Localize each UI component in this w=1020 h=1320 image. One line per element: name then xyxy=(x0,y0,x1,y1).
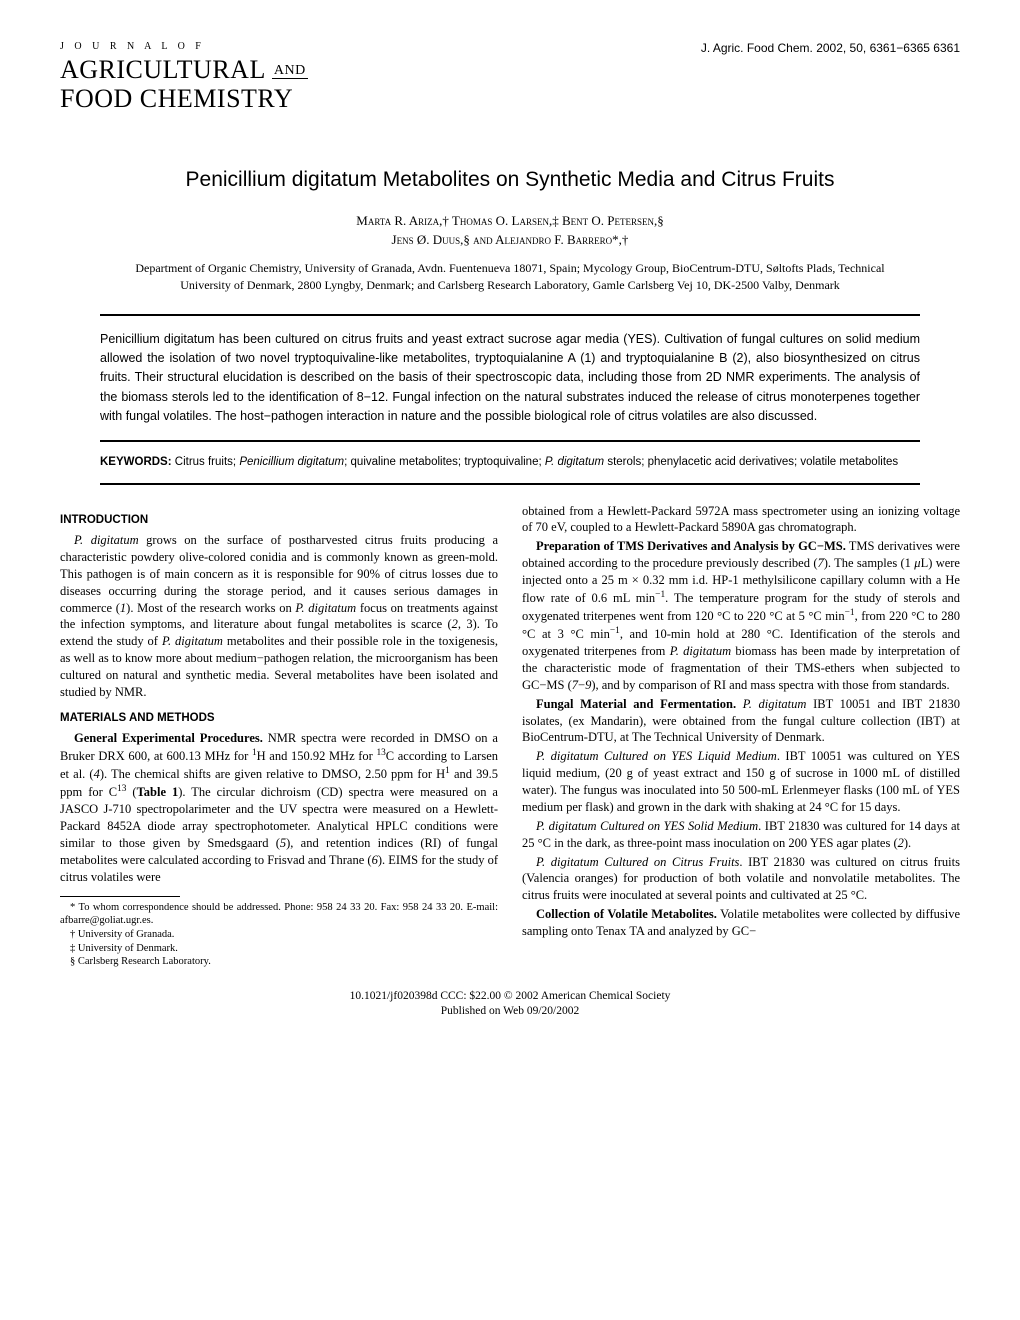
intro-paragraph: P. digitatum grows on the surface of pos… xyxy=(60,532,498,701)
yes-solid-paragraph: P. digitatum Cultured on YES Solid Mediu… xyxy=(522,818,960,852)
footnote-3: § Carlsberg Research Laboratory. xyxy=(60,955,498,969)
volatile-paragraph: Collection of Volatile Metabolites. Vola… xyxy=(522,906,960,940)
mm-general-text: NMR spectra were recorded in DMSO on a B… xyxy=(60,731,498,883)
footer-line-2: Published on Web 09/20/2002 xyxy=(441,1005,579,1017)
general-runin: General Experimental Procedures. xyxy=(74,731,263,745)
footnote-corr: * To whom correspondence should be addre… xyxy=(60,901,498,928)
footnote-2: ‡ University of Denmark. xyxy=(60,942,498,956)
keywords-value: Citrus fruits; Penicillium digitatum; qu… xyxy=(175,456,898,468)
paper-title: Penicillium digitatum Metabolites on Syn… xyxy=(120,166,900,193)
abstract-text: Penicillium digitatum has been cultured … xyxy=(100,330,920,427)
yes-liquid-paragraph: P. digitatum Cultured on YES Liquid Medi… xyxy=(522,748,960,816)
volatile-runin: Collection of Volatile Metabolites. xyxy=(536,907,717,921)
brand-line-3: FOOD CHEMISTRY xyxy=(60,81,308,116)
authors-line-2: Jens Ø. Duus,§ and Alejandro F. Barrero*… xyxy=(392,232,629,247)
journal-brand: J O U R N A L O F AGRICULTURAL AND FOOD … xyxy=(60,40,308,116)
footnotes: * To whom correspondence should be addre… xyxy=(60,901,498,969)
mm-general-paragraph: General Experimental Procedures. NMR spe… xyxy=(60,730,498,885)
authors: Marta R. Ariza,† Thomas O. Larsen,‡ Bent… xyxy=(120,211,900,250)
col2-continuation: obtained from a Hewlett-Packard 5972A ma… xyxy=(522,503,960,537)
abstract-block: Penicillium digitatum has been cultured … xyxy=(100,314,920,443)
tms-paragraph: Preparation of TMS Derivatives and Analy… xyxy=(522,538,960,693)
brand-agricultural: AGRICULTURAL xyxy=(60,55,265,84)
fungal-paragraph: Fungal Material and Fermentation. P. dig… xyxy=(522,696,960,747)
affiliations: Department of Organic Chemistry, Univers… xyxy=(120,260,900,294)
footer: 10.1021/jf020398d CCC: $22.00 © 2002 Ame… xyxy=(60,989,960,1020)
footer-line-1: 10.1021/jf020398d CCC: $22.00 © 2002 Ame… xyxy=(350,990,671,1002)
page-header: J O U R N A L O F AGRICULTURAL AND FOOD … xyxy=(60,40,960,116)
fungal-runin: Fungal Material and Fermentation. xyxy=(536,697,736,711)
tms-text: TMS derivatives were obtained according … xyxy=(522,539,960,691)
brand-and: AND xyxy=(272,63,308,79)
authors-line-1: Marta R. Ariza,† Thomas O. Larsen,‡ Bent… xyxy=(356,213,663,228)
citrus-paragraph: P. digitatum Cultured on Citrus Fruits. … xyxy=(522,854,960,905)
keywords-label: KEYWORDS: xyxy=(100,456,172,468)
footnote-rule xyxy=(60,896,180,897)
title-block: Penicillium digitatum Metabolites on Syn… xyxy=(120,166,900,294)
mm-heading: MATERIALS AND METHODS xyxy=(60,711,498,727)
tms-runin: Preparation of TMS Derivatives and Analy… xyxy=(536,539,846,553)
footnote-1: † University of Granada. xyxy=(60,928,498,942)
keywords-text: KEYWORDS: Citrus fruits; Penicillium dig… xyxy=(100,454,920,470)
citation-header: J. Agric. Food Chem. 2002, 50, 6361−6365… xyxy=(701,40,960,56)
body-columns: INTRODUCTION P. digitatum grows on the s… xyxy=(60,503,960,969)
intro-heading: INTRODUCTION xyxy=(60,513,498,529)
keywords-block: KEYWORDS: Citrus fruits; Penicillium dig… xyxy=(100,454,920,484)
